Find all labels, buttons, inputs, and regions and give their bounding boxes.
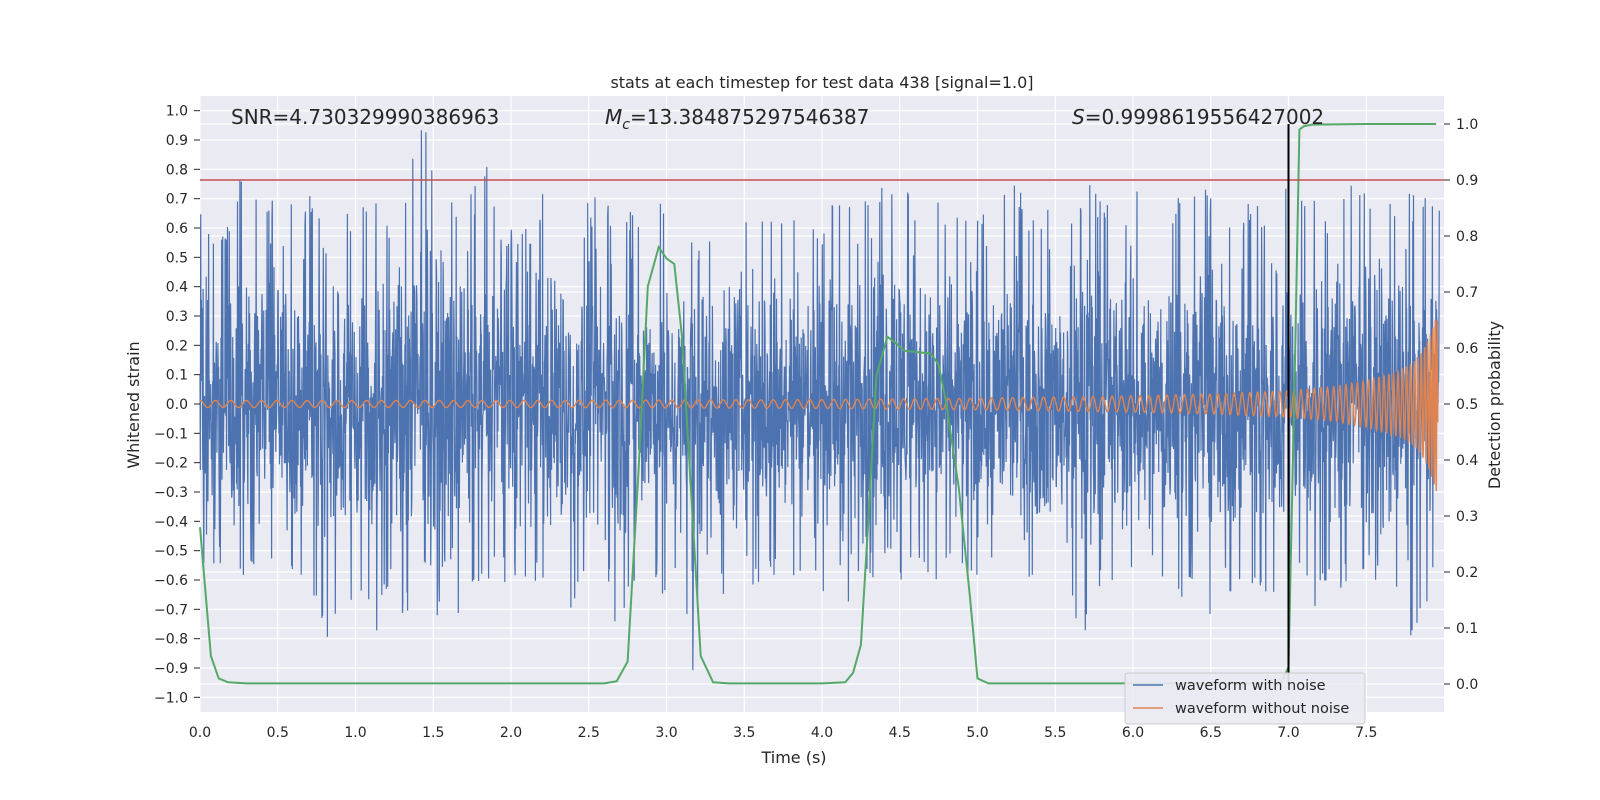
y2-tick-label: 0.6 [1456,341,1478,357]
y2-tick-label: 0.1 [1456,621,1478,637]
x-tick-label: 1.5 [422,725,444,741]
x-tick-label: 4.0 [811,725,833,741]
x-tick-label: 7.0 [1277,725,1299,741]
y-tick-label: 0.2 [166,338,188,354]
y2-tick-label: 0.2 [1456,565,1478,581]
y2-tick-label: 0.4 [1456,453,1478,469]
significance-symbol: S [1072,105,1085,129]
y-tick-label: 0.6 [166,221,188,237]
x-axis-label: Time (s) [760,748,826,767]
y-axis-label-left: Whitened strain [124,341,143,468]
waveform-with-noise-line [199,130,1440,671]
chirp-mass-subscript: c [622,117,630,133]
x-tick-label: 6.5 [1200,725,1222,741]
legend-box [1124,672,1366,725]
y-tick-label: 0.9 [166,133,188,149]
y-axis-left-ticks: 1.0 0.9 0.8 0.7 0.6 0.5 0.4 0.3 0.2 0.1 0.0 −0.1 −0.… [154,104,200,706]
y-tick-label: 0.5 [166,250,188,266]
chirp-mass-symbol: M [605,105,622,129]
y-tick-label: −0.2 [154,456,188,472]
chirp-mass-annotation: Mc=13.384875297546387 [605,105,869,133]
x-tick-label: 5.5 [1044,725,1066,741]
series-waveform-with-noise [199,130,1440,671]
y-tick-label: 0.8 [166,162,188,178]
legend-label-waveform-without-noise: waveform without noise [1175,701,1349,717]
x-tick-label: 3.5 [733,725,755,741]
x-tick-label: 2.5 [578,725,600,741]
x-tick-label: 0.5 [267,725,289,741]
y2-tick-label: 1.0 [1456,117,1478,133]
reference-lines [200,124,1444,684]
significance-annotation: S=0.9998619556427002 [1072,105,1324,129]
y-tick-label: −0.7 [154,602,188,618]
y2-tick-label: 0.3 [1456,509,1478,525]
x-tick-label: 7.5 [1355,725,1377,741]
significance-value: =0.9998619556427002 [1085,105,1324,129]
y-axis-right-ticks: 1.0 0.9 0.8 0.7 0.6 0.5 0.4 0.3 0.2 0.1 0.0 [1444,117,1478,693]
series-waveform-without-noise [199,320,1439,492]
x-tick-label: 2.0 [500,725,522,741]
y-tick-label: −0.9 [154,661,188,677]
y-tick-label: 0.7 [166,192,188,208]
x-tick-label: 0.0 [189,725,211,741]
y-tick-label: −0.1 [154,426,188,442]
chart-title: stats at each timestep for test data 438… [610,73,1033,92]
x-tick-label: 4.5 [889,725,911,741]
legend-label-waveform-with-noise: waveform with noise [1175,678,1326,694]
waveform-without-noise-line [199,320,1439,492]
y-tick-label: 0.3 [166,309,188,325]
y-tick-label: −0.4 [154,514,188,530]
snr-annotation: SNR=4.730329990386963 [231,105,499,129]
y-tick-label: −0.8 [154,632,188,648]
x-tick-label: 6.0 [1122,725,1144,741]
legend: waveform with noise waveform without noi… [1124,672,1366,725]
y-tick-label: −0.5 [154,544,188,560]
y-tick-label: −1.0 [154,690,188,706]
x-tick-label: 1.0 [344,725,366,741]
y2-tick-label: 0.0 [1456,677,1478,693]
y-tick-label: 0.1 [166,368,188,384]
y-axis-label-right: Detection probability [1485,321,1504,489]
chirp-mass-value: =13.384875297546387 [630,105,869,129]
y2-tick-label: 0.7 [1456,285,1478,301]
y-tick-label: 0.4 [166,280,188,296]
y2-tick-label: 0.5 [1456,397,1478,413]
y-tick-label: −0.6 [154,573,188,589]
x-axis-ticks: 0.0 0.5 1.0 1.5 2.0 2.5 3.0 3.5 4.0 4.5 5.0 5.5 6.0 6… [189,725,1378,741]
y-tick-label: 1.0 [166,104,188,120]
y2-tick-label: 0.9 [1456,173,1478,189]
y2-tick-label: 0.8 [1456,229,1478,245]
x-tick-label: 5.0 [966,725,988,741]
y-tick-label: −0.3 [154,485,188,501]
x-tick-label: 3.0 [655,725,677,741]
y-tick-label: 0.0 [166,397,188,413]
